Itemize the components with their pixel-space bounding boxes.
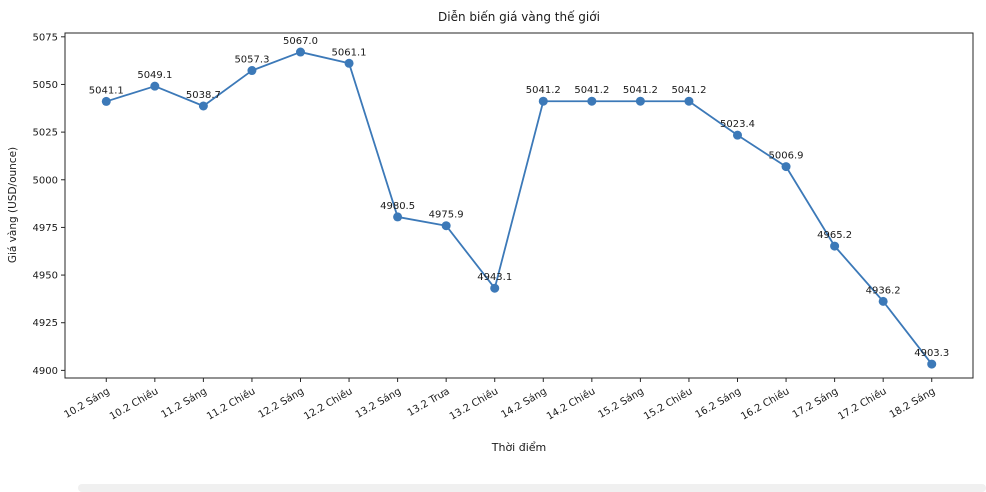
x-tick-label: 11.2 Sáng [159,385,209,421]
x-tick-label: 18.2 Sáng [887,385,937,421]
data-point-label: 5067.0 [283,36,318,47]
y-axis-label: Giá vàng (USD/ounce) [7,147,19,263]
data-point-label: 5041.1 [89,85,124,96]
data-point-marker [635,96,645,106]
data-point-marker [878,296,888,306]
data-point-marker [101,96,111,106]
data-point-label: 5041.2 [671,85,706,96]
data-point-marker [684,96,694,106]
data-point-marker [344,58,354,68]
data-point-label: 5023.4 [720,119,755,130]
y-tick-label: 4950 [33,271,58,282]
y-tick-label: 4975 [33,223,58,234]
x-tick-label: 17.2 Chiều [836,385,889,422]
y-tick-label: 4925 [33,318,58,329]
x-tick-label: 16.2 Sáng [693,385,743,421]
data-point-label: 5041.2 [526,85,561,96]
data-point-label: 5049.1 [137,70,172,81]
x-tick-label: 13.2 Sáng [353,385,403,421]
x-tick-label: 11.2 Chiều [205,385,258,422]
x-tick-label: 14.2 Chiều [545,385,598,422]
x-tick-label: 14.2 Sáng [499,385,549,421]
data-point-marker [927,359,937,369]
data-point-marker [247,66,257,76]
y-tick-label: 5050 [33,80,58,91]
data-point-marker [150,81,160,91]
x-tick-label: 15.2 Chiều [642,385,695,422]
data-point-marker [441,221,451,231]
axes-frame [64,32,974,379]
x-tick-label: 10.2 Chiều [108,385,161,422]
data-point-marker [198,101,208,111]
x-tick-label: 12.2 Sáng [256,385,306,421]
x-tick-label: 17.2 Sáng [790,385,840,421]
data-point-label: 5038.7 [186,90,221,101]
y-tick-label: 5025 [33,128,58,139]
x-tick-label: 13.2 Chiều [447,385,500,422]
data-point-marker [490,283,500,293]
plot-area: 4900 4925 4950 4975 5000 5025 5050 5075 10.2 Sán… [33,32,974,423]
data-point-label: 4903.3 [914,348,949,359]
data-point-label: 5006.9 [769,151,804,162]
x-axis-label: Thời điểm [491,441,547,454]
data-point-marker [830,241,840,251]
data-point-marker [393,212,403,222]
data-point-label: 4975.9 [429,210,464,221]
horizontal-scrollbar[interactable] [78,484,986,492]
y-tick-label: 5075 [33,32,58,43]
data-point-marker [733,130,743,140]
data-point-label: 5061.1 [332,47,367,58]
data-point-marker [538,96,548,106]
price-line [106,51,933,365]
data-point-label: 5041.2 [574,85,609,96]
x-tick-label: 13.2 Trưa [406,386,452,419]
x-tick-label: 15.2 Sáng [596,385,646,421]
x-tick-label: 10.2 Sáng [62,385,112,421]
data-point-label: 4943.1 [477,272,512,283]
data-point-marker [295,47,305,57]
y-tick-label: 5000 [33,175,58,186]
data-point-label: 4936.2 [866,285,901,296]
x-tick-label: 12.2 Chiều [302,385,355,422]
x-tick-label: 16.2 Chiều [739,385,792,422]
data-point-label: 4980.5 [380,201,415,212]
data-point-label: 5041.2 [623,85,658,96]
data-point-marker [781,162,791,172]
chart-title: Diễn biến giá vàng thế giới [438,10,600,24]
data-point-label: 5057.3 [234,55,269,66]
data-point-label: 4965.2 [817,230,852,241]
data-point-marker [587,96,597,106]
y-tick-label: 4900 [33,366,58,377]
